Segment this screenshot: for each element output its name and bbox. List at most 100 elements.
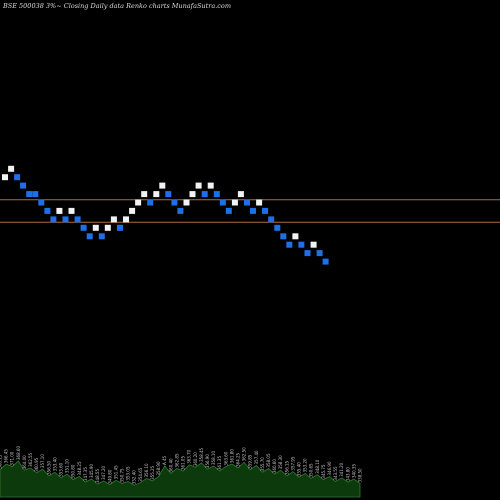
renko-brick-up xyxy=(256,199,263,206)
volume-label: 353.60 xyxy=(59,462,64,476)
chart-title: BSE 500038 3%~ Closing Daily data Renko … xyxy=(3,2,231,10)
renko-brick-down xyxy=(50,216,57,223)
renko-brick-down xyxy=(20,182,27,189)
volume-label: 350.75 xyxy=(120,468,125,482)
volume-label: 358.30 xyxy=(278,455,283,469)
volume-label: 348.25 xyxy=(77,461,82,475)
volume-label: 349.80 xyxy=(107,469,112,483)
renko-brick-up xyxy=(123,216,129,223)
renko-brick-down xyxy=(274,224,281,231)
renko-brick-up xyxy=(8,165,15,172)
volume-label: 355.40 xyxy=(297,462,302,476)
renko-brick-down xyxy=(298,241,305,248)
volume-label: 352.40 xyxy=(132,470,137,484)
renko-brick-up xyxy=(92,224,99,231)
renko-brick-up xyxy=(56,207,63,214)
volume-label: 348.10 xyxy=(315,459,320,473)
renko-brick-up xyxy=(110,216,117,223)
renko-brick-down xyxy=(316,250,323,257)
volume-label: 338.50 xyxy=(358,468,363,482)
volume-label: A 45 xyxy=(162,455,167,465)
volume-label: 360.95 xyxy=(34,457,39,471)
renko-brick-down xyxy=(262,207,269,214)
volume-label: 355.70 xyxy=(260,457,265,471)
renko-brick-up xyxy=(207,182,214,189)
renko-brick-down xyxy=(304,250,311,257)
renko-brick-down xyxy=(117,224,123,231)
volume-label: 354.65 xyxy=(138,467,143,481)
volume-label: 353.20 xyxy=(303,458,308,472)
volume-label: 366.45 xyxy=(4,449,9,463)
volume-label: 358.90 xyxy=(156,461,161,475)
volume-label: 343.55 xyxy=(333,466,338,480)
renko-brick-up xyxy=(231,199,238,206)
volume-label: 356.15 xyxy=(284,460,289,474)
volume-label: 356.50 xyxy=(46,460,51,474)
volume-label: 368.60 xyxy=(16,446,21,460)
volume-label: 368.15 xyxy=(0,454,3,468)
volume-label: 364.00 xyxy=(22,455,27,469)
renko-brick-down xyxy=(250,207,256,214)
renko-brick-down xyxy=(74,216,81,223)
volume-label: 358.45 xyxy=(199,447,204,461)
renko-brick-down xyxy=(80,224,87,231)
renko-brick-down xyxy=(62,216,69,223)
volume-label: 362.50 xyxy=(242,447,247,461)
renko-brick-down xyxy=(201,191,208,198)
renko-brick-down xyxy=(171,199,178,206)
renko-brick-down xyxy=(213,191,220,198)
volume-label: 351.10 xyxy=(65,459,70,473)
renko-brick-down xyxy=(26,191,33,198)
volume-label: 343.80 xyxy=(345,467,350,481)
renko-brick-up xyxy=(292,233,299,240)
renko-brick-down xyxy=(268,216,275,223)
renko-brick-up xyxy=(129,207,136,214)
renko-brick-up xyxy=(159,182,166,189)
renko-brick-up xyxy=(104,224,111,231)
renko-brick-up xyxy=(189,191,196,198)
volume-area-path xyxy=(0,460,361,498)
renko-brick-down xyxy=(98,233,105,240)
renko-bricks xyxy=(2,165,329,265)
volume-label: 345.75 xyxy=(321,464,326,478)
renko-brick-down xyxy=(322,258,329,265)
renko-brick-down xyxy=(147,199,154,206)
volume-label: 351.45 xyxy=(113,465,118,479)
renko-brick-up xyxy=(183,199,190,206)
volume-label: 347.35 xyxy=(83,467,88,481)
renko-brick-down xyxy=(86,233,93,240)
volume-label: 358.05 xyxy=(266,453,271,467)
volume-label: 355.25 xyxy=(150,465,155,479)
volume-label: 357.10 xyxy=(40,454,45,468)
volume-label: 361.05 xyxy=(181,456,186,470)
volume-label: 345.90 xyxy=(89,464,94,478)
renko-brick-up xyxy=(68,207,75,214)
renko-brick-up xyxy=(237,191,244,198)
volume-area xyxy=(0,460,361,498)
renko-brick-down xyxy=(32,191,39,198)
renko-brick-up xyxy=(135,199,142,206)
renko-brick-down xyxy=(38,199,45,206)
renko-brick-down xyxy=(219,199,226,206)
renko-brick-up xyxy=(310,241,317,248)
renko-brick-down xyxy=(165,191,172,198)
renko-brick-down xyxy=(44,207,51,214)
renko-brick-up xyxy=(2,174,8,181)
renko-brick-down xyxy=(225,207,232,214)
volume-label: 360.20 xyxy=(193,452,198,466)
volume-label: 362.85 xyxy=(174,453,179,467)
volume-label: 363.60 xyxy=(223,451,228,465)
renko-brick-down xyxy=(280,233,287,240)
volume-label: 356.90 xyxy=(205,454,210,468)
volume-label: 361.35 xyxy=(217,456,222,470)
volume-label: 357.95 xyxy=(290,456,295,470)
volume-label: 362.55 xyxy=(28,452,33,466)
volume-label: 341.20 xyxy=(339,462,344,476)
volume-label: 360.40 xyxy=(168,458,173,472)
volume-label: 361.80 xyxy=(229,449,234,463)
volume-label: 360.60 xyxy=(272,459,277,473)
volume-label: 347.20 xyxy=(101,465,106,479)
volume-label: 357.40 xyxy=(254,450,259,464)
